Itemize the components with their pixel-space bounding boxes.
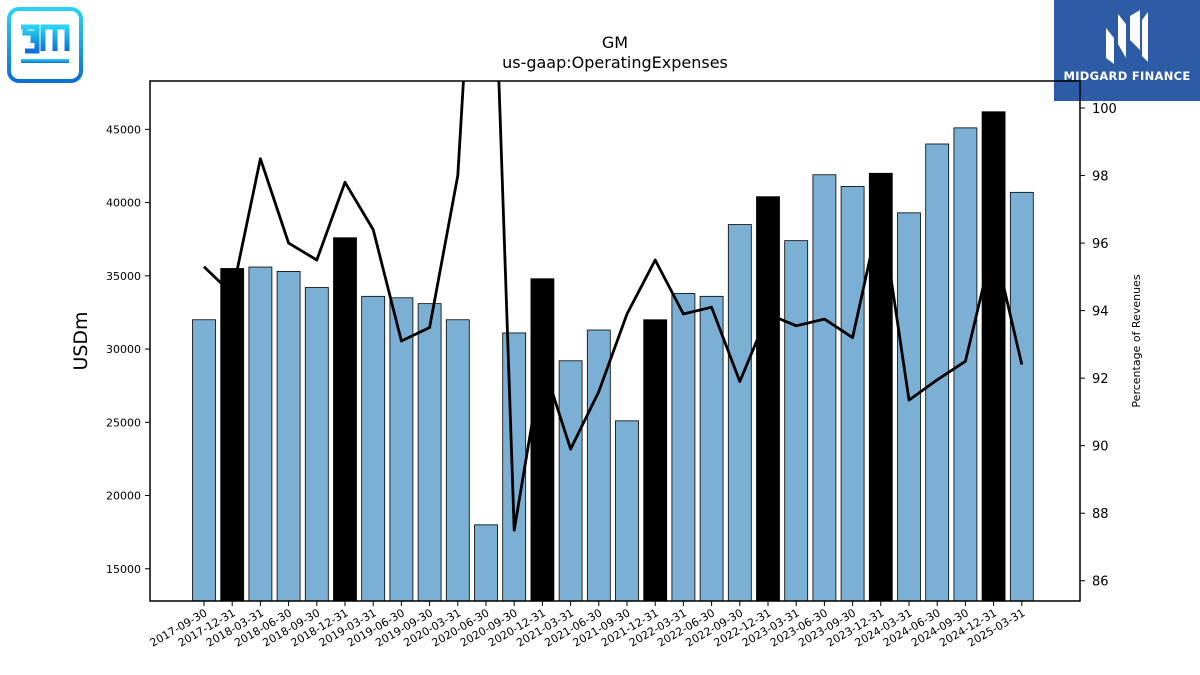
bar-2019-06-30 [389, 297, 414, 601]
bar-2022-06-30 [699, 295, 724, 601]
bar-2018-06-30 [276, 271, 301, 601]
brand-name: MIDGARD FINANCE [1063, 69, 1191, 83]
bar-2018-09-30 [304, 287, 329, 601]
y2-tick-label: 96 [1092, 237, 1109, 252]
y-tick-label: 20000 [106, 490, 141, 503]
bar-2017-09-30 [192, 319, 216, 601]
bar-2021-12-31 [643, 319, 668, 601]
chart-subtitle: us-gaap:OperatingExpenses [502, 53, 728, 72]
ratio-line-path [203, 81, 1024, 532]
bar-2020-12-31 [530, 278, 555, 601]
bar-2022-03-31 [671, 292, 696, 601]
y2-tick-label: 100 [1092, 102, 1117, 117]
y2-tick-label: 94 [1092, 305, 1109, 320]
ratio-line [203, 81, 1024, 532]
y-tick-label: 15000 [106, 563, 141, 576]
bar-2019-03-31 [361, 295, 386, 601]
plot-frame [149, 80, 1081, 602]
y2-tick-label: 92 [1092, 372, 1109, 387]
y2-axis-label: Percentage of Revenues [1130, 274, 1143, 407]
chart-title: GM [602, 33, 628, 52]
bar-2020-03-31 [445, 319, 470, 601]
bar-2023-09-30 [840, 186, 865, 601]
bar-2020-06-30 [474, 524, 498, 601]
bar-2024-09-30 [953, 127, 978, 601]
bar-2022-12-31 [756, 196, 780, 601]
bar-2021-03-31 [558, 360, 583, 601]
midgard-finance-logo: MIDGARD FINANCE [1054, 0, 1200, 101]
bar-2023-06-30 [812, 174, 837, 601]
gm-logo [7, 7, 83, 83]
bar-2022-09-30 [727, 224, 752, 601]
bar-2021-09-30 [615, 420, 639, 601]
y-tick-label: 45000 [106, 123, 141, 136]
bar-2025-03-31 [1009, 191, 1034, 601]
y-tick-label: 25000 [106, 416, 141, 429]
y-axis-label: USDm [70, 311, 92, 370]
bar-2018-03-31 [248, 266, 273, 601]
y-tick-label: 30000 [106, 343, 141, 356]
y2-tick-label: 90 [1092, 440, 1109, 455]
y2-tick-label: 88 [1092, 507, 1109, 522]
y2-tick-label: 98 [1092, 170, 1109, 185]
bar-2017-12-31 [220, 268, 245, 601]
bar-2023-12-31 [868, 172, 893, 601]
bar-2024-06-30 [925, 143, 950, 601]
bar-2024-03-31 [897, 212, 921, 601]
y-tick-label: 35000 [106, 270, 141, 283]
bar-2019-09-30 [417, 303, 442, 601]
bar-2023-03-31 [784, 240, 809, 601]
bar-2021-06-30 [586, 329, 611, 601]
bar-2020-09-30 [502, 332, 527, 601]
bar-2024-12-31 [981, 111, 1006, 601]
bar-2018-12-31 [333, 237, 357, 601]
y-tick-label: 40000 [106, 197, 141, 210]
y2-tick-label: 86 [1092, 575, 1109, 590]
